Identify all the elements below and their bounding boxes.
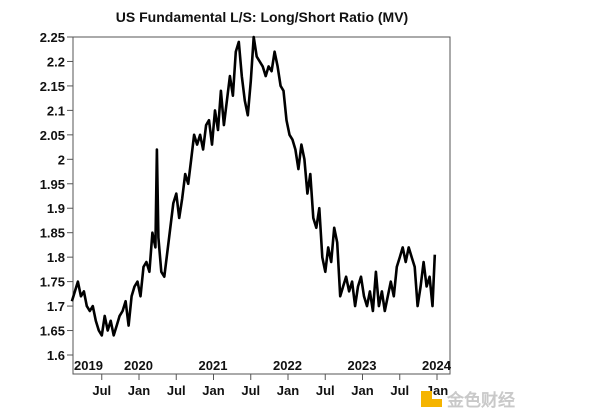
y-axis: 2.25 2.2 2.15 2.1 2.05 2 1.95 1.9 1.85 1.8 1.75 1.7… (40, 30, 73, 363)
x-year-label: 2023 (348, 358, 377, 373)
y-tick-label: 2 (58, 152, 65, 167)
x-year-label: 2021 (199, 358, 228, 373)
chart-title: US Fundamental L/S: Long/Short Ratio (MV… (116, 9, 408, 25)
svg-text:金色财经: 金色财经 (446, 390, 515, 411)
series-layer (70, 35, 437, 337)
x-month-label: Jul (241, 383, 260, 398)
y-tick-label: 2.1 (47, 103, 65, 118)
y-tick-label: 1.9 (47, 201, 65, 216)
y-tick-label: 1.65 (40, 324, 65, 339)
x-year-label: 2019 (74, 358, 103, 373)
y-tick-label: 2.05 (40, 128, 65, 143)
watermark-logo: 金色财经 (421, 390, 515, 411)
x-year-label: 2022 (273, 358, 302, 373)
series-line-0 (70, 35, 437, 337)
y-tick-label: 1.85 (40, 226, 65, 241)
y-tick-label: 2.25 (40, 30, 65, 45)
x-month-label: Jul (390, 383, 409, 398)
y-tick-label: 1.95 (40, 177, 65, 192)
y-tick-label: 1.7 (47, 299, 65, 314)
x-month-label: Jan (202, 383, 224, 398)
y-tick-label: 2.2 (47, 54, 65, 69)
x-month-label: Jul (316, 383, 335, 398)
x-year-label: 2024 (422, 358, 452, 373)
x-year-label: 2020 (124, 358, 153, 373)
y-tick-label: 1.75 (40, 275, 65, 290)
y-tick-label: 2.15 (40, 79, 65, 94)
plot-frame (72, 36, 451, 375)
x-month-label: Jul (167, 383, 186, 398)
y-tick-label: 1.8 (47, 250, 65, 265)
x-month-label: Jan (351, 383, 373, 398)
x-month-label: Jan (128, 383, 150, 398)
x-month-label: Jan (277, 383, 299, 398)
x-month-label: Jul (92, 383, 111, 398)
y-tick-label: 1.6 (47, 348, 65, 363)
